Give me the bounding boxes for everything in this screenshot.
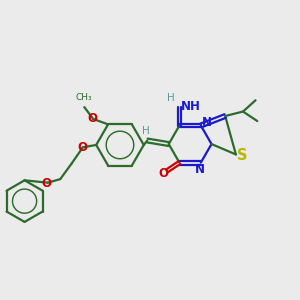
Text: CH₃: CH₃ [75,93,92,102]
Text: O: O [158,167,168,180]
Text: H: H [142,126,150,136]
Text: H: H [167,93,175,103]
Text: O: O [77,141,87,154]
Text: N: N [202,116,212,129]
Text: O: O [88,112,98,125]
Text: S: S [237,148,248,164]
Text: NH: NH [181,100,201,113]
Text: N: N [195,163,205,176]
Text: O: O [42,177,52,190]
